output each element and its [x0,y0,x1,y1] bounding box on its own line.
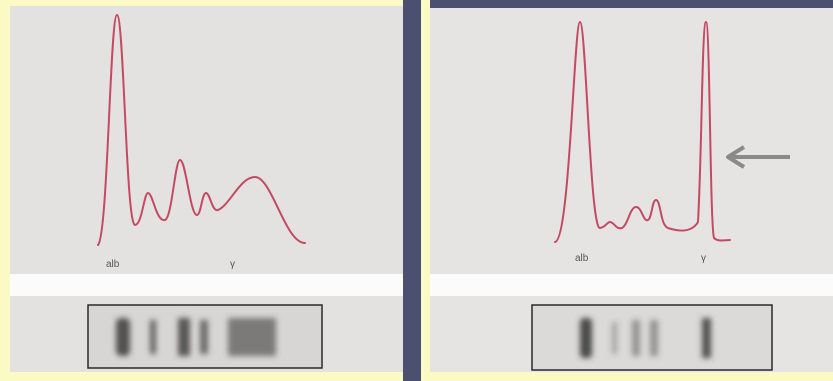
divider [403,0,421,381]
right-gel [532,305,772,370]
figure: alb γ alb γ [0,0,833,381]
left-gel [88,305,322,368]
top-band [430,0,833,8]
gamma-label: γ [701,253,706,264]
albumin-label: alb [106,259,120,270]
right-separator [430,274,833,296]
page: alb γ alb γ (() => { const data = JSON.p… [0,0,833,381]
left-separator [10,274,403,296]
albumin-label: alb [575,253,589,264]
gamma-label: γ [230,259,235,270]
